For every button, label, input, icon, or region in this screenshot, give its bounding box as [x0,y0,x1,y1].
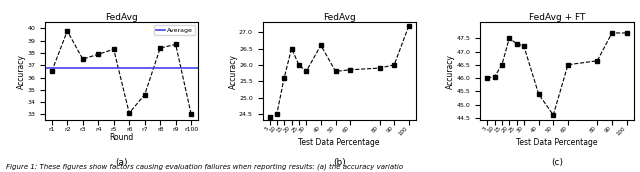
Y-axis label: Accuracy: Accuracy [228,54,237,89]
X-axis label: Round: Round [109,133,134,142]
Title: FedAvg: FedAvg [105,13,138,22]
Text: (b): (b) [333,158,346,167]
Text: (c): (c) [551,158,563,167]
Legend: Average: Average [154,25,195,35]
X-axis label: Test Data Percentage: Test Data Percentage [516,138,598,147]
Y-axis label: Accuracy: Accuracy [446,54,455,89]
Y-axis label: Accuracy: Accuracy [17,54,26,89]
X-axis label: Test Data Percentage: Test Data Percentage [298,138,380,147]
Title: FedAvg: FedAvg [323,13,356,22]
Text: (a): (a) [115,158,128,167]
Text: Figure 1: These figures show factors causing evaluation failures when reporting : Figure 1: These figures show factors cau… [6,163,404,170]
Title: FedAvg + FT: FedAvg + FT [529,13,585,22]
